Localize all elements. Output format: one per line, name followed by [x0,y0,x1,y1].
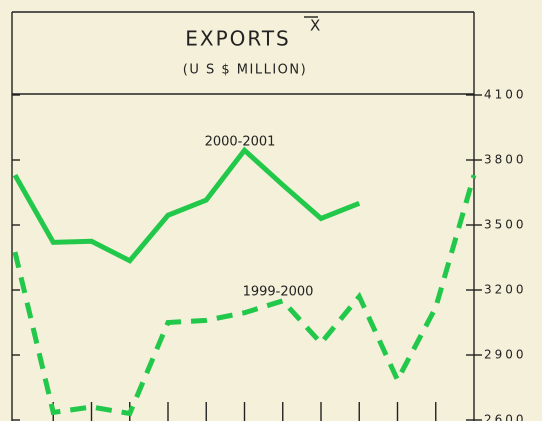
y-tick-label: 2600 [484,413,527,421]
chart-subtitle: (U S $ MILLION) [183,63,307,78]
y-tick-label: 3200 [484,283,527,297]
series-line [12,146,361,264]
y-tick-label: 3500 [484,218,527,232]
series-label: 1999-2000 [243,285,314,300]
y-tick-label: 3800 [484,153,527,167]
series-label: 2000-2001 [205,135,276,150]
series-line [12,174,477,417]
y-tick-label: 4100 [484,88,527,102]
title-mark: X [310,17,320,35]
y-tick-label: 2900 [484,348,527,362]
chart-title: EXPORTS [185,27,291,51]
